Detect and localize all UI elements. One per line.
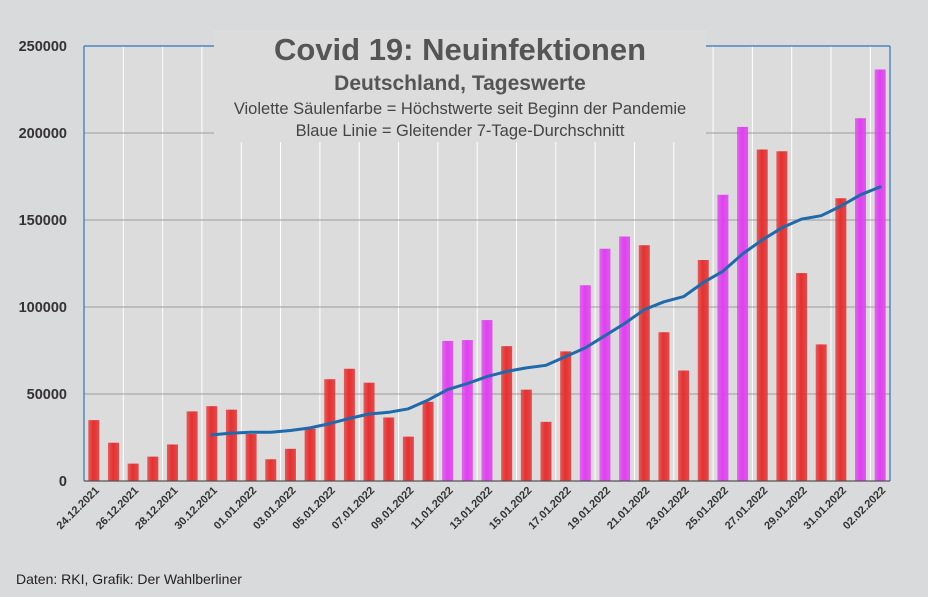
record-bar bbox=[855, 118, 867, 482]
bar bbox=[166, 444, 178, 481]
legend-note-blue-line: Blaue Linie = Gleitender 7-Tage-Durchsch… bbox=[295, 122, 625, 140]
record-bar bbox=[619, 236, 631, 481]
bar bbox=[756, 149, 768, 481]
bar bbox=[265, 459, 277, 481]
record-bar bbox=[717, 194, 729, 481]
y-tick-label: 100000 bbox=[19, 300, 67, 316]
bar bbox=[658, 332, 670, 481]
bar bbox=[304, 428, 316, 481]
bar bbox=[324, 379, 336, 481]
record-bar bbox=[874, 69, 886, 482]
bar bbox=[796, 273, 808, 481]
bar bbox=[520, 389, 532, 481]
bar bbox=[776, 151, 788, 481]
bar bbox=[638, 245, 650, 481]
bar bbox=[540, 421, 552, 481]
bar bbox=[225, 409, 237, 481]
title-block: Covid 19: Neuinfektionen Deutschland, Ta… bbox=[214, 30, 706, 142]
y-tick-label: 50000 bbox=[27, 387, 67, 403]
chart-subtitle: Deutschland, Tageswerte bbox=[334, 72, 586, 95]
x-tick-labels: 24.12.202126.12.202128.12.202130.12.2021… bbox=[55, 485, 889, 532]
record-bar bbox=[461, 340, 473, 481]
bar bbox=[560, 351, 572, 481]
moving-average bbox=[210, 185, 882, 437]
bar bbox=[835, 198, 847, 481]
bar bbox=[343, 368, 355, 481]
bar bbox=[284, 448, 296, 481]
bar bbox=[402, 436, 414, 481]
bar bbox=[88, 420, 100, 481]
bar bbox=[422, 401, 434, 481]
record-bar bbox=[481, 320, 493, 481]
moving-average-line bbox=[210, 185, 882, 437]
y-tick-labels: 0 50000 100000 150000 200000 250000 bbox=[19, 39, 67, 490]
y-tick-label: 250000 bbox=[19, 39, 67, 55]
bar bbox=[206, 406, 218, 481]
bar bbox=[186, 411, 198, 481]
record-bar bbox=[737, 126, 749, 481]
bar bbox=[383, 417, 395, 481]
bar bbox=[245, 434, 257, 481]
y-tick-label: 0 bbox=[59, 474, 67, 490]
bar bbox=[697, 260, 709, 481]
record-bar bbox=[599, 248, 611, 481]
bar bbox=[127, 463, 139, 481]
record-bar bbox=[442, 340, 454, 481]
bar bbox=[107, 442, 119, 481]
y-tick-label: 150000 bbox=[19, 213, 67, 229]
bars bbox=[88, 69, 886, 482]
chart-title: Covid 19: Neuinfektionen bbox=[273, 32, 647, 67]
bar bbox=[501, 346, 513, 481]
bar bbox=[815, 344, 827, 481]
bar bbox=[363, 382, 375, 481]
source-credit: Daten: RKI, Grafik: Der Wahlberliner bbox=[16, 571, 242, 587]
legend-note-violet: Violette Säulenfarbe = Höchstwerte seit … bbox=[233, 100, 687, 118]
y-tick-label: 200000 bbox=[19, 126, 67, 142]
bar bbox=[678, 370, 690, 481]
x-tick-label: 02.02.2022 bbox=[841, 485, 888, 532]
bar bbox=[147, 456, 159, 481]
record-bar bbox=[579, 285, 591, 481]
